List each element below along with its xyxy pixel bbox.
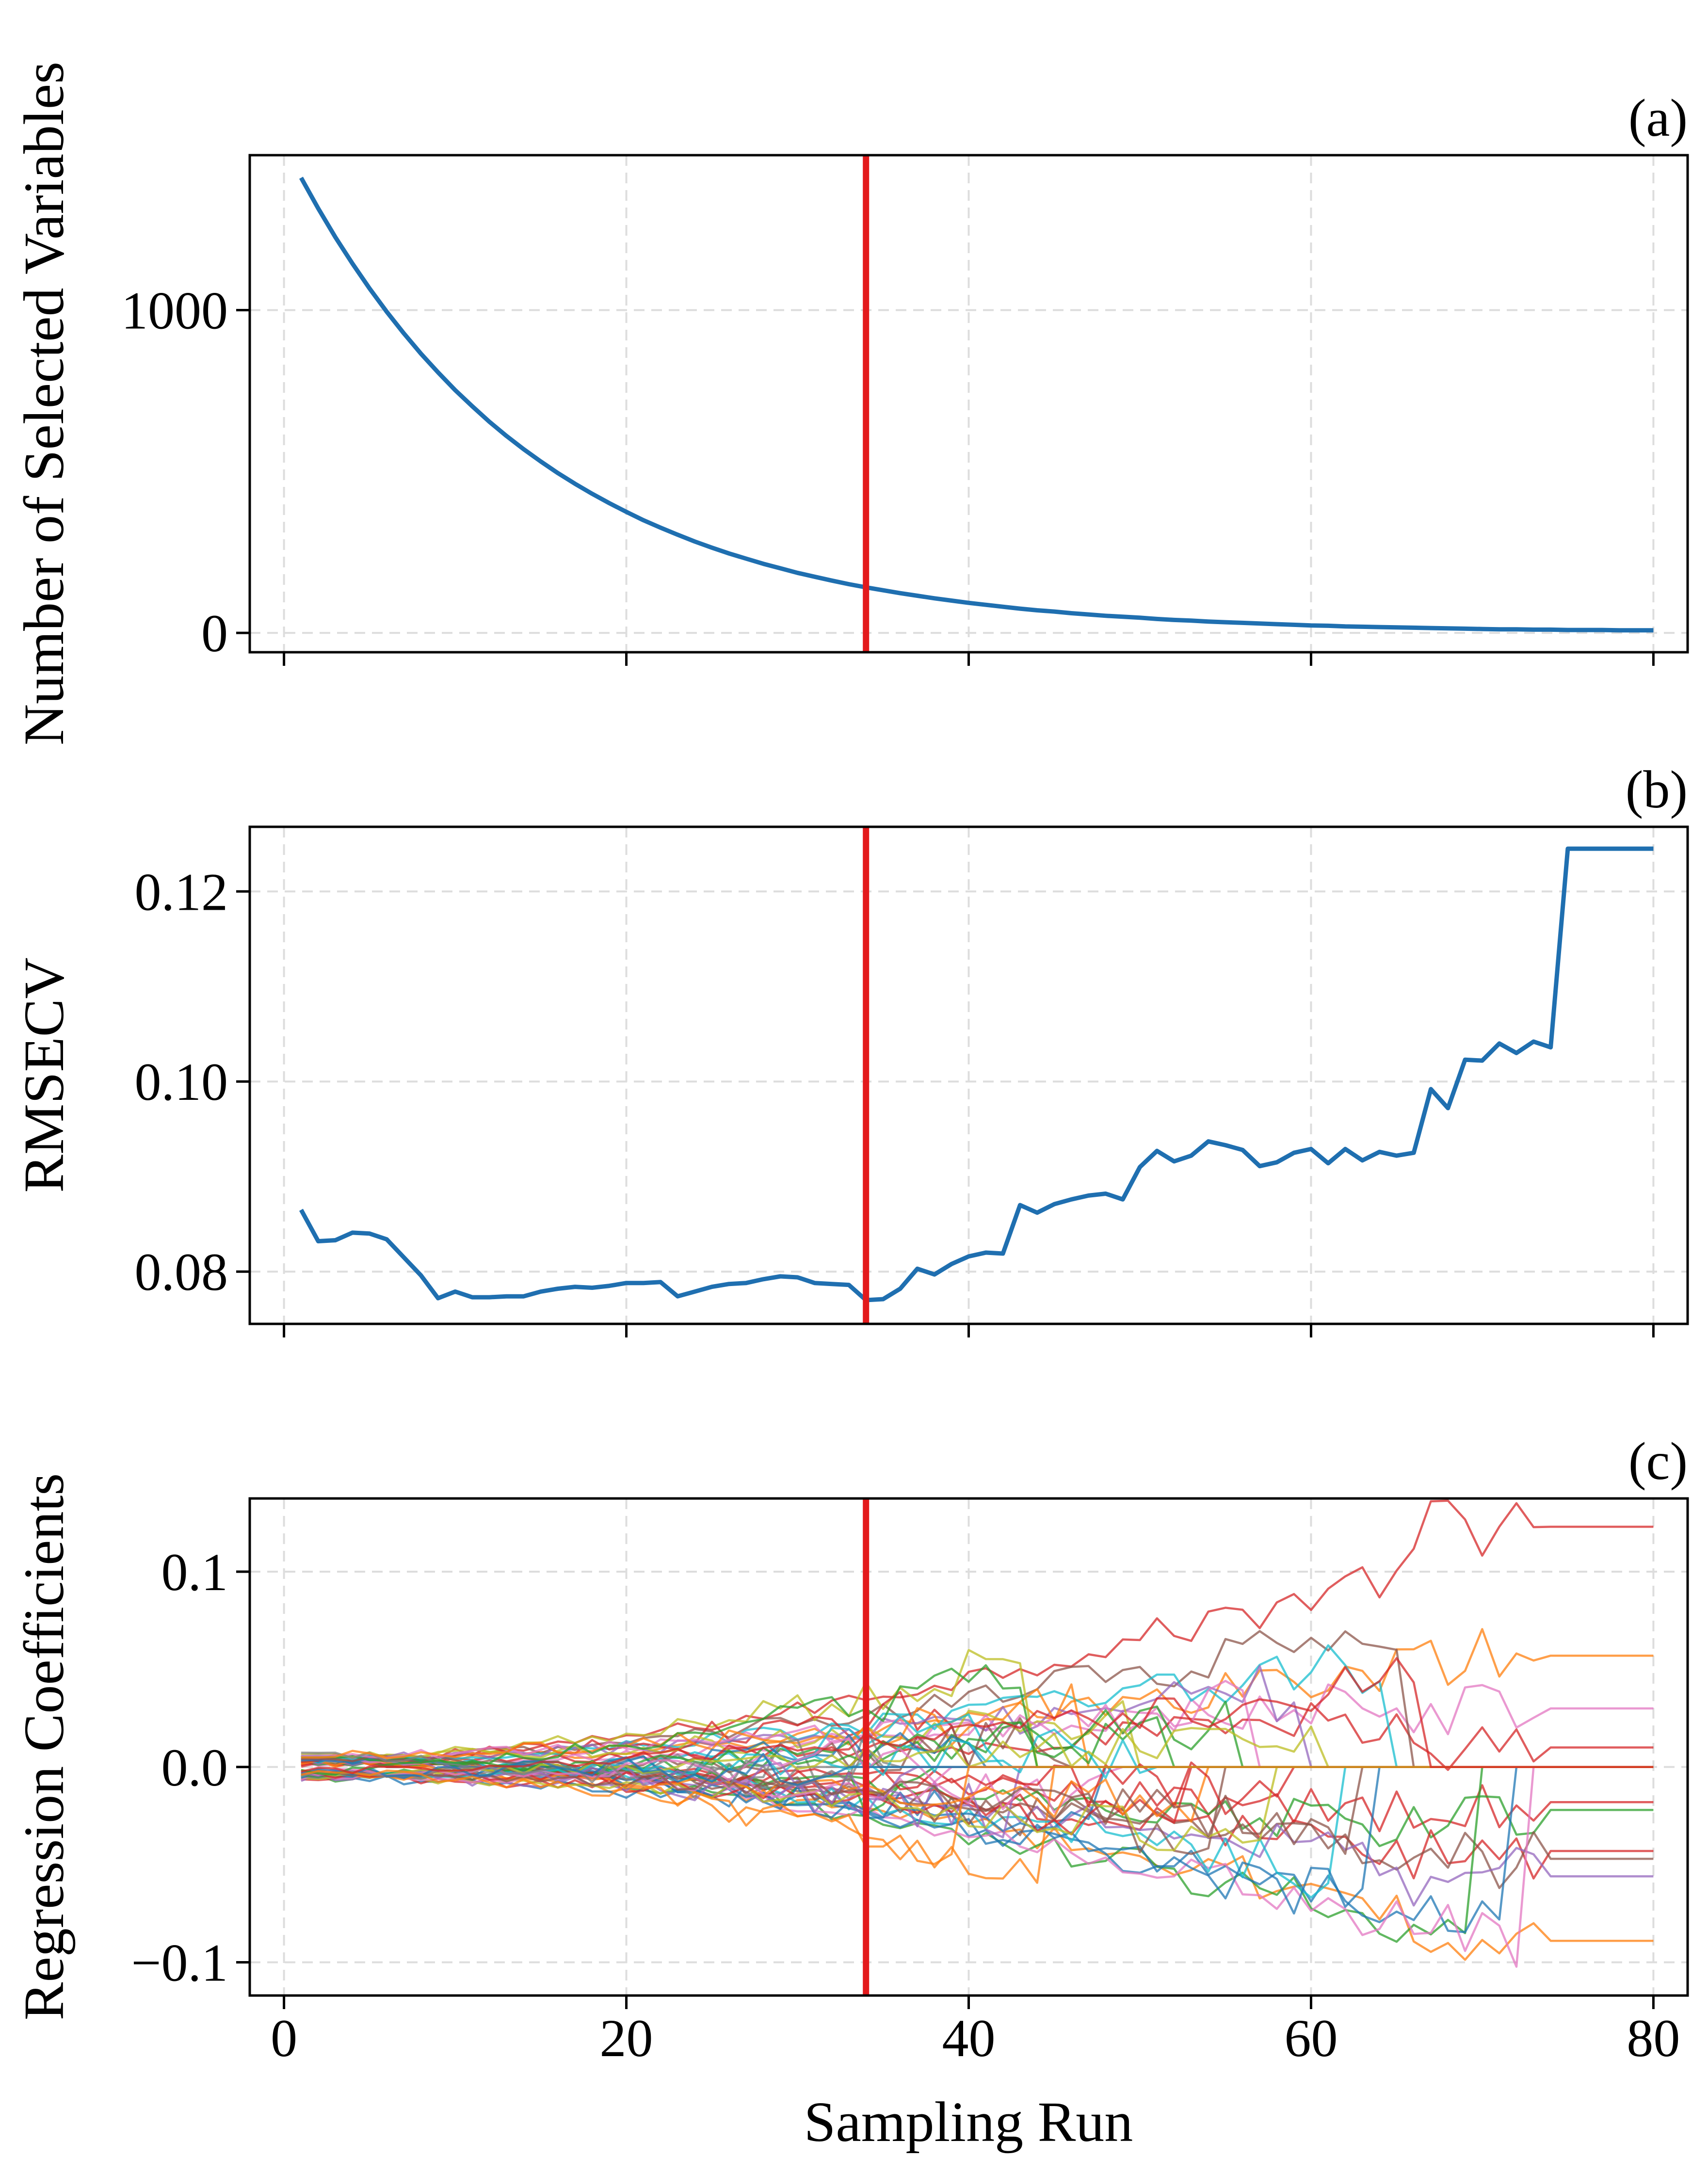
panel-c-y-tick-label: 0.1 [161,1543,228,1602]
panel-b-label: (b) [1626,760,1688,819]
panel-c-y-tick-label: 0.0 [161,1738,228,1797]
panel-b-plot-area [250,827,1688,1324]
x-axis-label: Sampling Run [804,2090,1133,2154]
panel-c-x-tick-label: 80 [1627,2009,1680,2068]
panel-c-x-tick-label: 0 [271,2009,297,2068]
panel-c-x-tick-label: 40 [942,2009,996,2068]
panel-a-y-axis-label: Number of Selected Variables [12,62,76,745]
panel-c-coefficient-line [301,1657,1654,1774]
panel-c-regression-coefficients: (c) Regression Coefficients Sampling Run… [12,1432,1689,2154]
panel-b-rmsecv: (b) RMSECV 0.08 0.10 0.12 [12,760,1689,1337]
panel-c-y-tick-label: −0.1 [131,1933,228,1993]
panel-a-plot-area [250,155,1688,652]
panel-c-x-tick-label: 20 [600,2009,653,2068]
panel-c-y-axis-label: Regression Coefficients [12,1473,76,2020]
panel-a-y-tick-label: 1000 [121,281,228,340]
panel-a-number-of-selected-variables: (a) Number of Selected Variables 0 1000 [12,62,1689,745]
panel-b-y-tick-label: 0.12 [135,862,228,921]
panel-b-y-axis-label: RMSECV [12,957,76,1192]
panel-c-x-tick-label: 60 [1284,2009,1337,2068]
panel-b-series-line [299,846,1654,1303]
panel-a-label: (a) [1628,88,1688,147]
panel-b-y-tick-label: 0.10 [135,1052,228,1111]
panel-c-coefficient-line [301,1499,1654,1765]
panel-a-y-tick-label: 0 [201,604,228,663]
panel-c-label: (c) [1628,1432,1688,1491]
panel-c-plot-area [250,1498,1688,1996]
panel-a-series-line [299,177,1654,633]
panel-c-coefficient-line [301,1766,1654,1866]
panel-b-y-tick-label: 0.08 [135,1242,228,1302]
